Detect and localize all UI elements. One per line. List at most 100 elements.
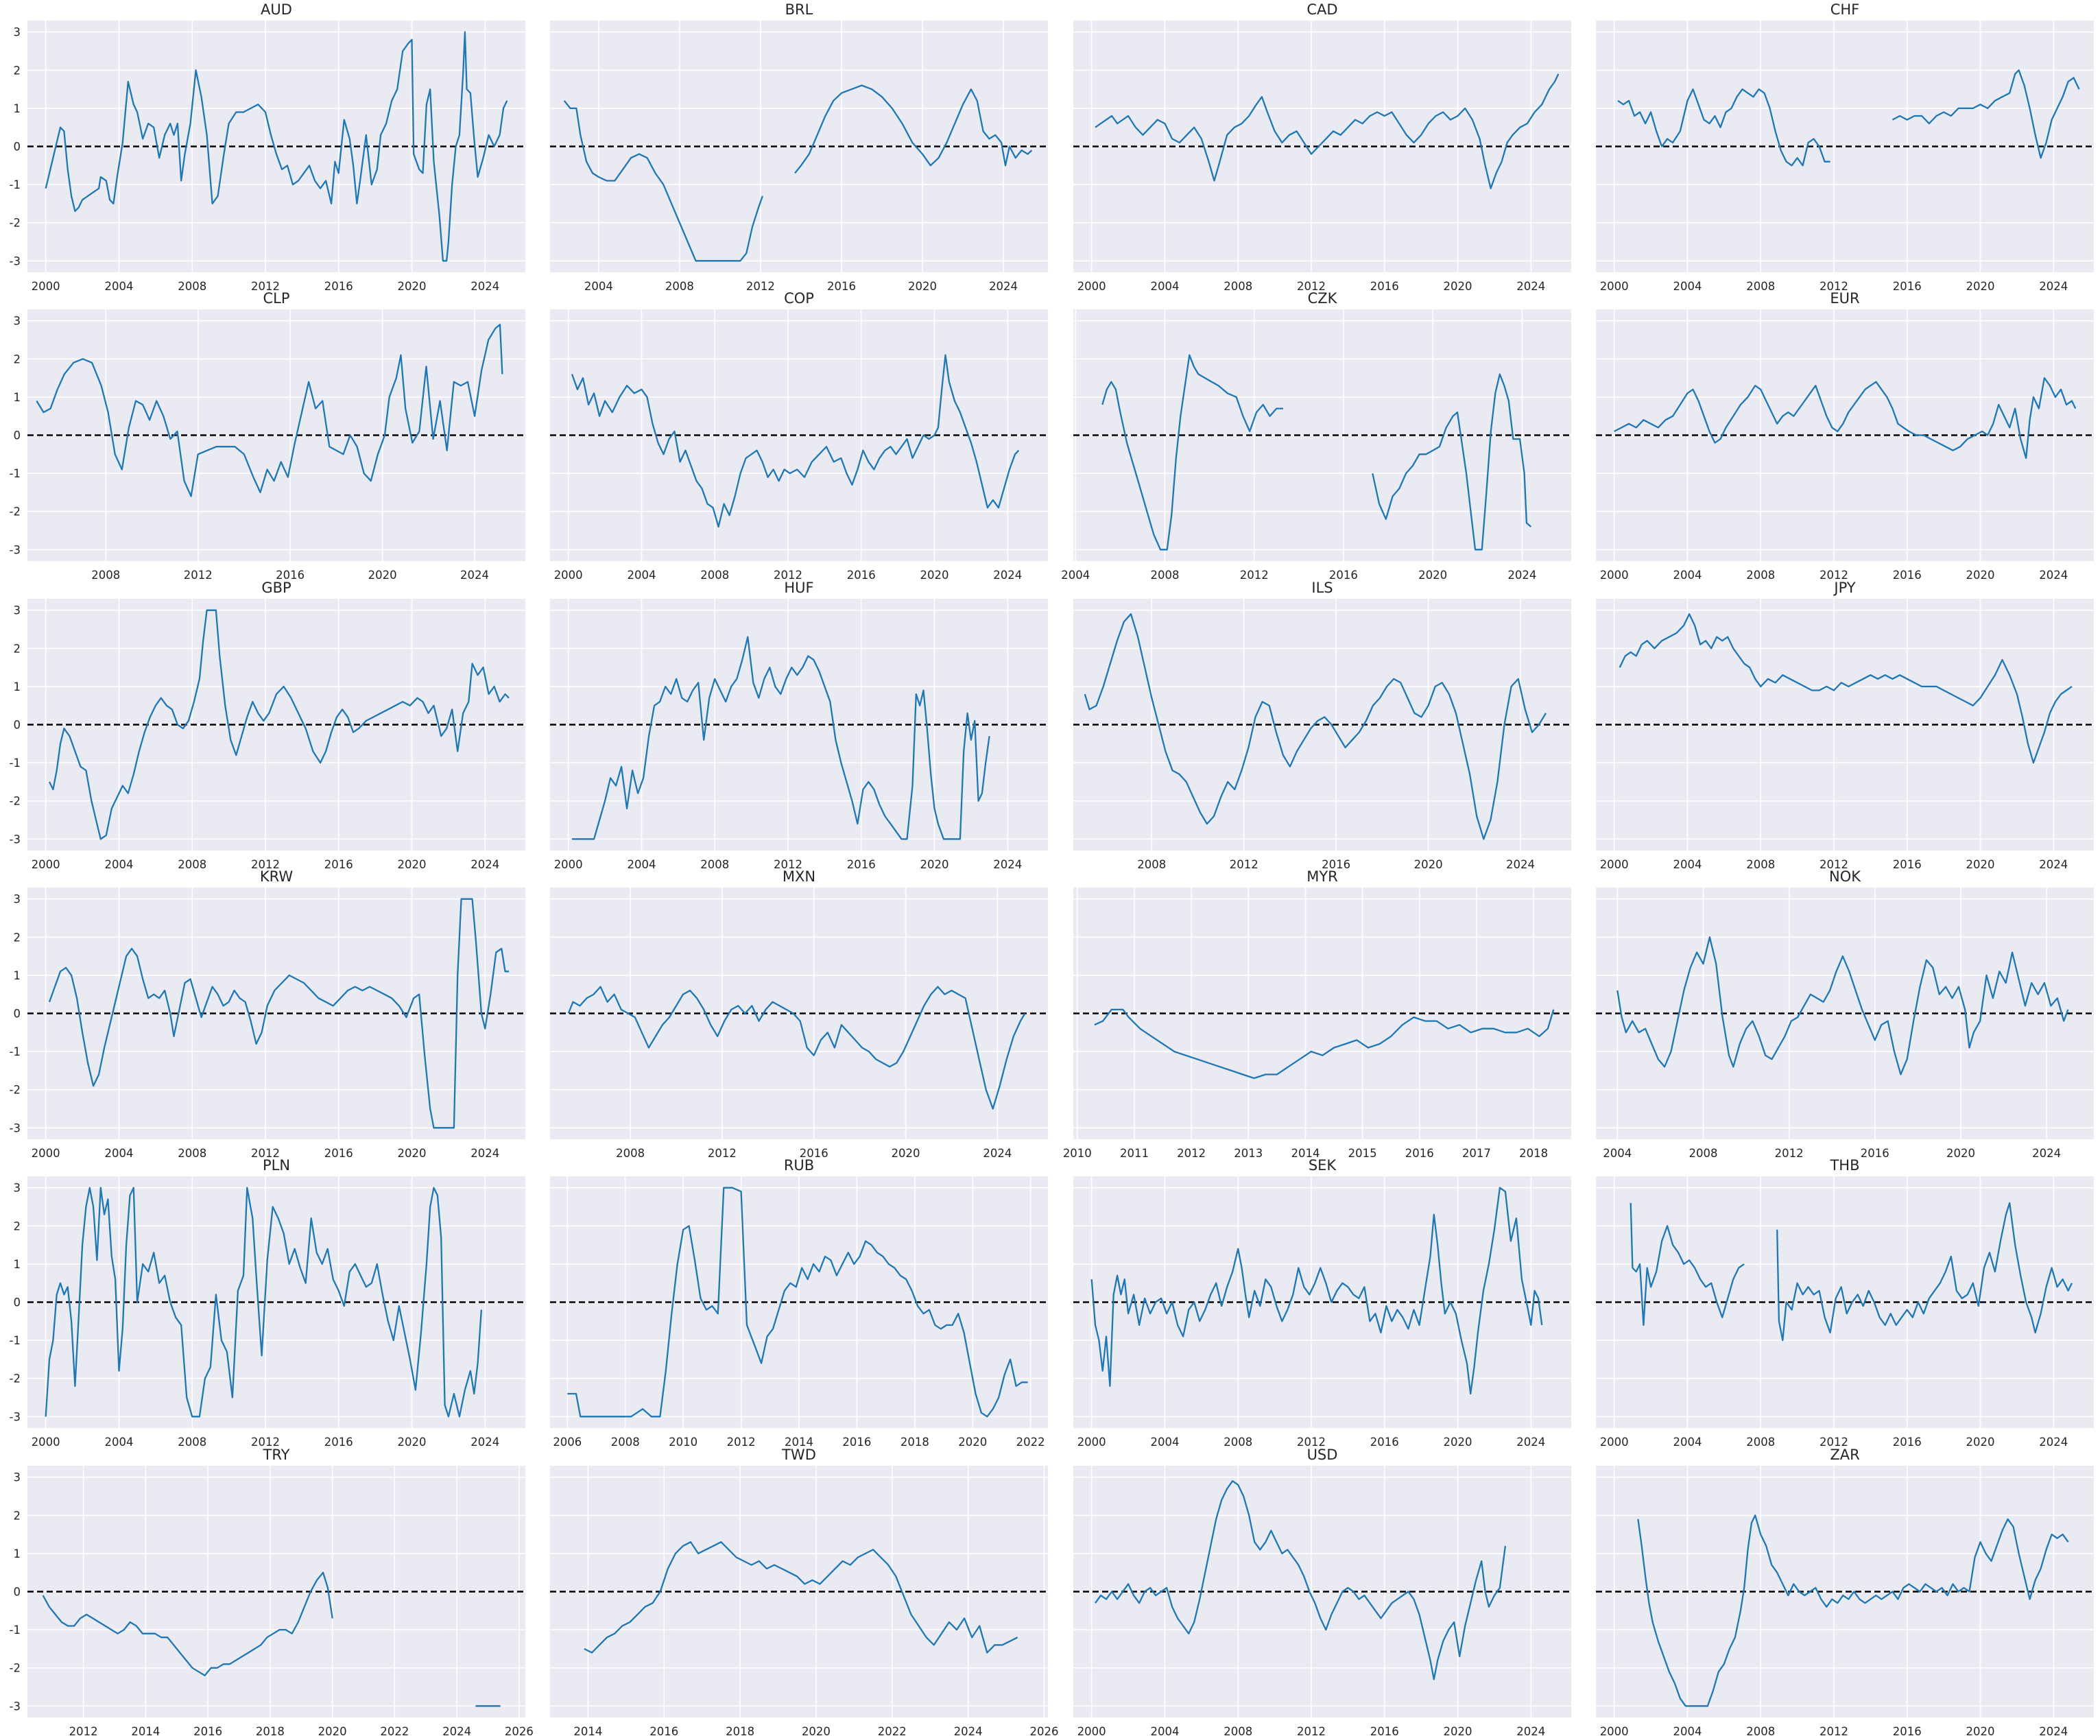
panel-jpy: 2000 2004 2008 2012 2016 2020 2024 JPY xyxy=(1596,580,2094,871)
x-tick-label: 2008 xyxy=(700,858,729,871)
x-tick-label: 2000 xyxy=(1600,280,1629,293)
series-line-usd xyxy=(1095,1480,1507,1680)
series-line-myr xyxy=(1094,1008,1555,1080)
panel-thb: 2000 2004 2008 2012 2016 2020 2024 THB xyxy=(1596,1157,2094,1449)
x-tick-label: 2024 xyxy=(993,858,1022,871)
x-tick-label: 2014 xyxy=(573,1725,602,1736)
x-tick-label: 2012 xyxy=(774,858,802,871)
x-tick-label: 2022 xyxy=(878,1725,907,1736)
x-tick-label: 2012 xyxy=(774,569,802,582)
x-tick-label: 2012 xyxy=(1177,1147,1206,1160)
series-line-brl xyxy=(794,84,1033,174)
x-tick-label: 2024 xyxy=(2039,858,2068,871)
x-tick-label: 2000 xyxy=(554,569,583,582)
panel-krw: -3 -2 -1 0 1 2 3 2000 2004 2008 2012 2016 2020 2024 KR… xyxy=(10,868,525,1160)
x-tick-label: 2026 xyxy=(1029,1725,1058,1736)
series-line-thb xyxy=(1776,1202,2073,1342)
y-tick-label: 2 xyxy=(14,353,21,366)
x-tick-label: 2022 xyxy=(1016,1436,1045,1449)
panel-title: CZK xyxy=(1308,290,1338,307)
x-tick-label: 2000 xyxy=(32,858,60,871)
panel-title: COP xyxy=(784,290,814,307)
x-tick-label: 2008 xyxy=(1224,1725,1252,1736)
panel-title: MYR xyxy=(1306,868,1338,885)
x-tick-label: 2016 xyxy=(847,569,876,582)
x-tick-label: 2024 xyxy=(470,858,499,871)
panel-title: TWD xyxy=(781,1447,816,1463)
x-tick-label: 2012 xyxy=(1230,858,1258,871)
x-tick-label: 2012 xyxy=(184,569,213,582)
x-tick-label: 2012 xyxy=(251,858,280,871)
x-tick-label: 2008 xyxy=(1746,1436,1775,1449)
panel-cop: 2000 2004 2008 2012 2016 2020 2024 COP xyxy=(550,290,1048,582)
panel-nok: 2004 2008 2012 2016 2020 2024 NOK xyxy=(1596,868,2094,1160)
x-tick-label: 2024 xyxy=(993,569,1022,582)
panel-title: CHF xyxy=(1830,1,1860,18)
x-tick-label: 2024 xyxy=(1507,569,1536,582)
y-tick-label: -2 xyxy=(10,506,21,519)
y-tick-label: -3 xyxy=(10,1410,21,1423)
panel-clp: -3 -2 -1 0 1 2 3 2008 2012 2016 2020 2024 CLP xyxy=(10,290,525,582)
y-tick-label: 1 xyxy=(14,680,21,693)
x-tick-label: 2020 xyxy=(1966,1725,1995,1736)
x-tick-label: 2014 xyxy=(131,1725,160,1736)
x-tick-label: 2016 xyxy=(847,858,876,871)
panel-title: THB xyxy=(1829,1157,1859,1174)
x-tick-label: 2024 xyxy=(983,1147,1012,1160)
x-tick-label: 2004 xyxy=(1603,1147,1632,1160)
x-tick-label: 2016 xyxy=(1893,858,1922,871)
x-tick-label: 2020 xyxy=(1444,1725,1472,1736)
x-tick-label: 2018 xyxy=(1519,1147,1548,1160)
x-tick-label: 2020 xyxy=(1444,280,1472,293)
x-tick-label: 2024 xyxy=(1516,1725,1545,1736)
x-tick-label: 2000 xyxy=(1600,569,1629,582)
series-line-clp xyxy=(36,324,503,497)
x-tick-label: 2014 xyxy=(1291,1147,1320,1160)
x-tick-label: 2012 xyxy=(746,280,775,293)
y-tick-label: 3 xyxy=(14,26,21,39)
y-tick-label: 2 xyxy=(14,1509,21,1522)
y-tick-label: 3 xyxy=(14,604,21,617)
x-tick-label: 2020 xyxy=(920,858,949,871)
x-tick-label: 2024 xyxy=(954,1725,983,1736)
x-tick-label: 2026 xyxy=(505,1725,534,1736)
series-line-krw xyxy=(48,898,509,1129)
y-tick-label: 1 xyxy=(14,391,21,404)
x-tick-label: 2012 xyxy=(1240,569,1269,582)
panel-aud: -3 -2 -1 0 1 2 3 2000 2004 2008 2012 2016 2020 2024 AU… xyxy=(10,1,525,293)
x-tick-label: 2020 xyxy=(958,1436,987,1449)
x-tick-label: 2024 xyxy=(2032,1147,2061,1160)
y-tick-label: 0 xyxy=(14,1296,21,1309)
x-tick-label: 2020 xyxy=(1966,858,1995,871)
x-tick-label: 2020 xyxy=(398,280,427,293)
panel-rub: 2006 2008 2010 2012 2014 2016 2018 2020 2022 RUB xyxy=(550,1157,1048,1449)
series-line-chf xyxy=(1892,69,2080,159)
panel-czk: 2004 2008 2012 2016 2020 2024 CZK xyxy=(1061,290,1571,582)
panel-title: SEK xyxy=(1309,1157,1337,1174)
x-tick-label: 2016 xyxy=(1370,1725,1399,1736)
y-tick-label: -1 xyxy=(10,1624,21,1637)
x-tick-label: 2016 xyxy=(193,1725,222,1736)
y-tick-label: 3 xyxy=(14,315,21,328)
y-tick-label: 2 xyxy=(14,931,21,944)
x-tick-label: 2020 xyxy=(368,569,397,582)
panel-title: AUD xyxy=(261,1,292,18)
y-tick-label: 2 xyxy=(14,1220,21,1233)
x-tick-label: 2000 xyxy=(1077,1436,1106,1449)
x-tick-label: 2008 xyxy=(665,280,694,293)
series-line-czk xyxy=(1101,354,1283,551)
panel-title: USD xyxy=(1307,1447,1338,1463)
x-tick-label: 2013 xyxy=(1234,1147,1263,1160)
x-tick-label: 2004 xyxy=(1150,1725,1179,1736)
series-line-ils xyxy=(1084,613,1547,840)
panel-title: CAD xyxy=(1306,1,1337,18)
x-tick-label: 2004 xyxy=(627,569,656,582)
x-tick-label: 2008 xyxy=(1224,1436,1252,1449)
panel-title: PLN xyxy=(263,1157,290,1174)
x-tick-label: 2016 xyxy=(1861,1147,1889,1160)
x-tick-label: 2014 xyxy=(785,1436,813,1449)
x-tick-label: 2008 xyxy=(1689,1147,1717,1160)
x-tick-label: 2020 xyxy=(892,1147,920,1160)
y-tick-label: 3 xyxy=(14,893,21,906)
series-line-try xyxy=(42,1571,333,1676)
